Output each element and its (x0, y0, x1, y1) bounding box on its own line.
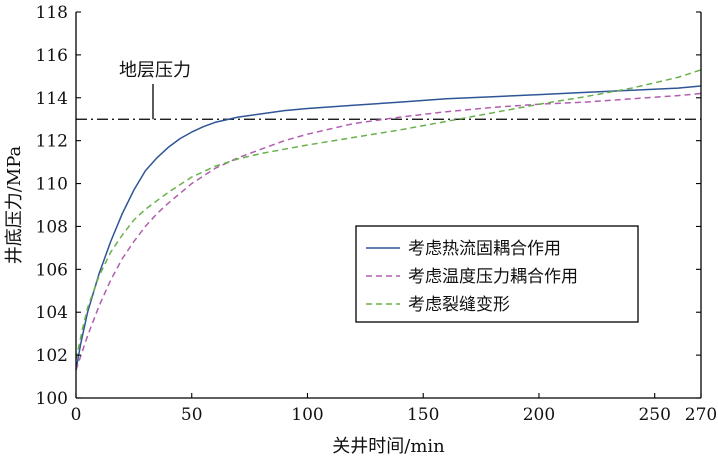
x-tick-label: 100 (291, 405, 323, 425)
y-axis-title: 井底压力/MPa (4, 145, 25, 264)
y-tick-label: 106 (36, 260, 68, 280)
x-tick-label: 200 (523, 405, 555, 425)
reference-line-label: 地层压力 (119, 60, 191, 81)
ticks-group: 100 102 104 106 108 110 112 114 116 118 0 50 100 150 2… (36, 3, 718, 425)
series-group (75, 69, 702, 371)
x-tick-label: 270 (685, 405, 717, 425)
y-tick-label: 104 (36, 303, 68, 323)
y-tick-label: 102 (36, 346, 68, 366)
y-tick-label: 114 (36, 89, 68, 109)
x-tick-label: 250 (638, 405, 670, 425)
legend-label-fracture: 考虑裂缝变形 (408, 295, 510, 315)
x-axis-title: 关井时间/min (332, 436, 445, 457)
x-tick-label: 50 (181, 405, 203, 425)
y-tick-label: 100 (36, 389, 68, 409)
series-line-2 (75, 69, 702, 360)
legend-box (355, 225, 639, 323)
legend-label-temp-pressure: 考虑温度压力耦合作用 (408, 267, 578, 287)
axes-group (75, 12, 702, 399)
x-tick-label: 0 (71, 405, 82, 425)
y-tick-label: 110 (36, 175, 68, 195)
legend-label-heat-fluid-solid: 考虑热流固耦合作用 (408, 239, 561, 259)
y-tick-label: 112 (36, 132, 68, 152)
y-tick-label: 116 (36, 46, 68, 66)
annotation-group: 地层压力 (119, 60, 191, 120)
x-tick-label: 150 (407, 405, 439, 425)
series-line-1 (75, 92, 702, 371)
y-tick-label: 118 (36, 3, 68, 23)
series-line-0 (75, 85, 702, 371)
legend: 考虑热流固耦合作用 考虑温度压力耦合作用 考虑裂缝变形 (355, 225, 639, 323)
y-tick-label: 108 (36, 217, 68, 237)
